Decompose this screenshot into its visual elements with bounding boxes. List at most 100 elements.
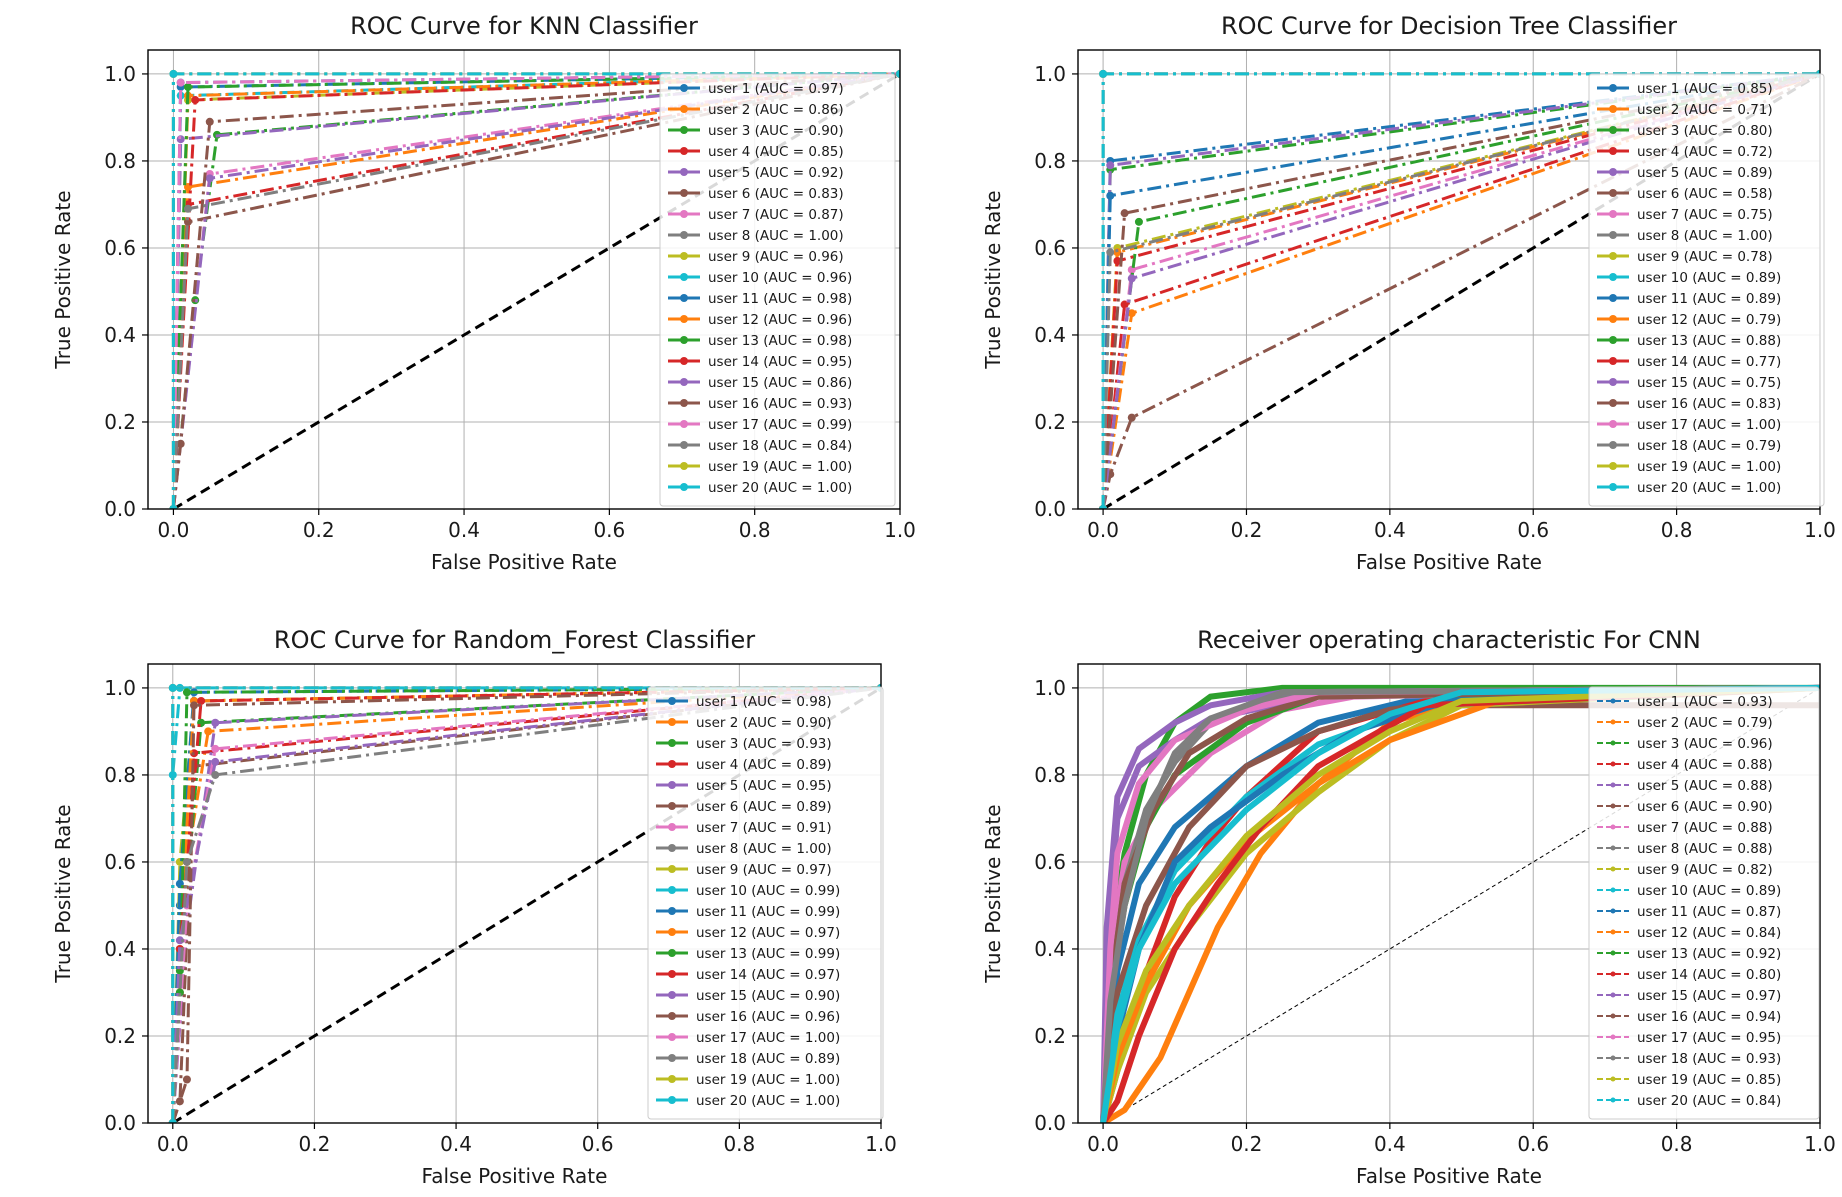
legend-label-user-7: user 7 (AUC = 0.87) [708,207,844,223]
legend-marker-user-17 [680,420,688,428]
legend-label-user-20: user 20 (AUC = 1.00) [708,480,852,496]
series-point-user-18 [183,204,192,213]
chart-title: ROC Curve for KNN Classifier [350,12,698,40]
x-tick-label: 0.6 [1517,518,1549,542]
legend-marker-user-14 [1609,357,1617,365]
legend-box [1588,73,1825,507]
series-point-user-7 [211,744,220,753]
x-tick-label: 1.0 [865,1132,897,1156]
legend-marker-user-9 [1610,866,1616,872]
series-line-user-14 [1100,684,1820,1123]
legend-label-user-20: user 20 (AUC = 1.00) [1637,480,1781,496]
y-tick-label: 0.6 [104,236,136,260]
series-point-user-20 [896,69,900,78]
legend-marker-user-15 [1610,992,1616,998]
y-tick-label: 0.8 [104,763,136,787]
x-tick-label: 0.8 [1661,518,1693,542]
legend-marker-user-1 [1610,698,1616,704]
series-point-user-10 [168,770,177,779]
legend-marker-user-7 [680,210,688,218]
series-line-user-2 [1101,684,1820,1123]
legend-marker-user-5 [668,781,676,789]
legend-marker-user-2 [680,105,688,113]
legend-marker-user-11 [1609,294,1617,302]
legend-label-user-20: user 20 (AUC = 0.84) [1637,1093,1781,1109]
legend-label-user-19: user 19 (AUC = 1.00) [1637,459,1781,475]
series-point-user-16 [190,701,199,710]
chart-panel-1: 0.0 0.0 0.2 0.2 0.4 0.4 0.6 0.6 0.8 0.8 1.0 1.0 ROC … [51,12,916,574]
legend: user 1 (AUC = 0.97) user 2 (AUC = 0.86) us… [659,73,896,507]
legend-label-user-1: user 1 (AUC = 0.93) [1637,694,1773,710]
series-point-user-18 [1106,248,1115,257]
legend-marker-user-20 [668,1096,676,1104]
legend: user 1 (AUC = 0.93) user 2 (AUC = 0.79) us… [1588,686,1820,1120]
legend-box [1588,686,1820,1120]
series-line-user-16 [1101,72,1820,509]
series-point-user-14 [191,96,200,105]
x-axis-label: False Positive Rate [422,1164,608,1188]
x-tick-label: 0.4 [440,1132,472,1156]
legend-label-user-2: user 2 (AUC = 0.71) [1637,102,1773,118]
x-axis-label: False Positive Rate [1356,1164,1542,1188]
legend-marker-user-9 [1609,252,1617,260]
legend-label-user-11: user 11 (AUC = 0.99) [696,904,840,920]
legend-label-user-5: user 5 (AUC = 0.89) [1637,165,1773,181]
series-point-user-20 [169,505,178,509]
legend-marker-user-4 [668,760,676,768]
legend-label-user-9: user 9 (AUC = 0.82) [1637,862,1773,878]
y-tick-label: 1.0 [104,676,136,700]
legend-label-user-19: user 19 (AUC = 0.85) [1637,1072,1781,1088]
legend-label-user-4: user 4 (AUC = 0.72) [1637,144,1773,160]
series-point-user-6 [1127,413,1136,422]
series-point-user-15 [1127,274,1136,283]
x-tick-label: 0.6 [1517,1132,1549,1156]
series-point-user-15 [211,757,220,766]
x-tick-label: 0.0 [1087,518,1119,542]
series-point-user-4 [1120,300,1129,309]
legend-marker-user-6 [1609,189,1617,197]
series-point-user-20 [168,1119,177,1123]
chance-diagonal-line [1102,72,1820,509]
x-tick-label: 0.4 [1374,518,1406,542]
series-line-user-1 [1100,684,1820,1123]
legend-marker-user-3 [668,739,676,747]
legend-label-user-16: user 16 (AUC = 0.94) [1637,1009,1781,1025]
legend-marker-user-12 [680,315,688,323]
series-point-user-20 [168,683,177,692]
series-line-user-19 [1100,684,1820,1123]
legend-marker-user-11 [680,294,688,302]
legend-marker-user-6 [680,189,688,197]
series-point-user-13 [183,82,192,91]
legend-marker-user-2 [668,718,676,726]
y-tick-label: 0.6 [1034,236,1066,260]
y-tick-label: 0.4 [104,937,136,961]
legend-label-user-12: user 12 (AUC = 0.96) [708,312,852,328]
series-point-user-14 [1113,257,1122,266]
legend-marker-user-11 [668,907,676,915]
legend-label-user-18: user 18 (AUC = 0.84) [708,438,852,454]
legend-label-user-8: user 8 (AUC = 0.88) [1637,841,1773,857]
x-tick-label: 0.2 [1231,518,1263,542]
x-tick-label: 0.6 [582,1132,614,1156]
y-tick-label: 0.0 [104,497,136,521]
series-point-user-5 [211,718,220,727]
series-point-user-13 [1134,217,1143,226]
y-tick-label: 0.2 [1034,1024,1066,1048]
legend-marker-user-3 [1610,740,1616,746]
series-point-user-17 [176,78,185,87]
legend-label-user-5: user 5 (AUC = 0.95) [696,778,832,794]
legend-label-user-1: user 1 (AUC = 0.97) [708,81,844,97]
legend-label-user-3: user 3 (AUC = 0.90) [708,123,844,139]
x-tick-label: 0.8 [739,518,771,542]
legend-label-user-17: user 17 (AUC = 0.95) [1637,1030,1781,1046]
legend-marker-user-5 [1610,782,1616,788]
legend-marker-user-7 [668,823,676,831]
legend-label-user-11: user 11 (AUC = 0.87) [1637,904,1781,920]
series-line-user-2 [171,686,881,1123]
legend-label-user-6: user 6 (AUC = 0.90) [1637,799,1773,815]
series-point-user-18 [211,770,220,779]
x-tick-label: 0.0 [157,1132,189,1156]
legend-marker-user-18 [1610,1055,1616,1061]
chart-title: ROC Curve for Random_Forest Classifier [274,626,755,654]
